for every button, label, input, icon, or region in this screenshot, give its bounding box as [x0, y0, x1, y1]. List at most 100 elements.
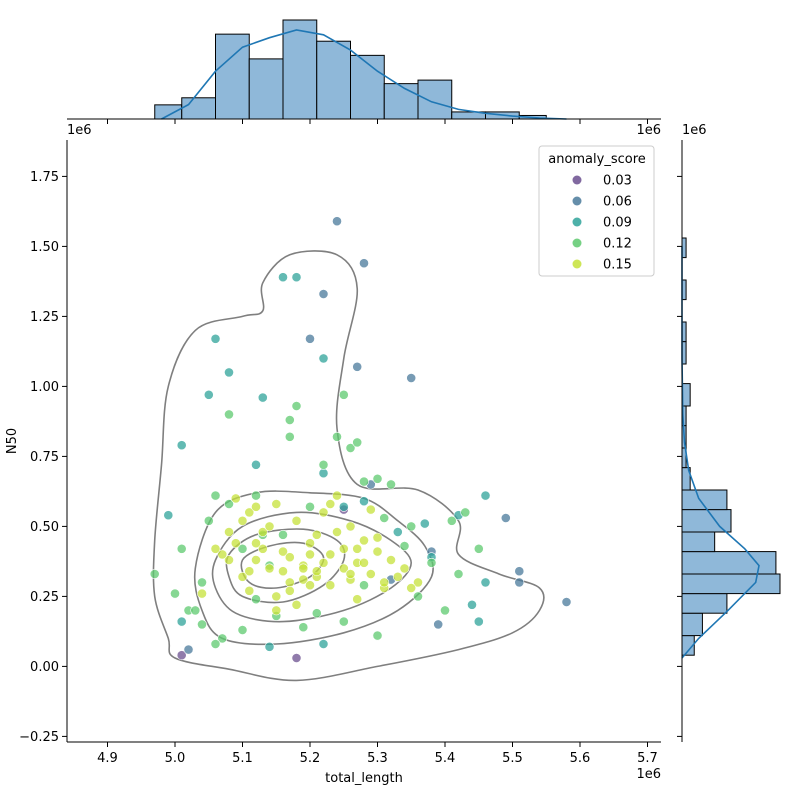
legend: anomaly_score 0.03 0.06 0.09 0.12 0.15 [538, 145, 655, 277]
legend-label: 0.12 [603, 237, 632, 252]
scatter-point [359, 496, 369, 507]
y-tick-label: 1.50 [30, 240, 59, 255]
y-axis-label: N50 [5, 428, 20, 454]
kde-contour-line [225, 528, 346, 604]
scatter-point [183, 644, 194, 655]
scatter-point [176, 650, 187, 661]
scatter-point [325, 580, 336, 591]
scatter-point [237, 515, 248, 526]
right-hist-bar [681, 612, 703, 637]
scatter-point [338, 563, 349, 574]
scatter-point [278, 272, 288, 283]
scatter-point [305, 501, 315, 512]
scatter-point [379, 577, 390, 588]
scatter-point [203, 515, 214, 526]
scatter-point [305, 333, 315, 344]
scatter-point [514, 577, 525, 588]
x-tick-label: 5.1 [232, 751, 253, 766]
scatter-point [224, 555, 234, 565]
scatter-point [284, 585, 295, 596]
scatter-point [473, 543, 484, 554]
right-hist-bar [681, 593, 728, 614]
scatter-point [318, 639, 329, 649]
scatter-point [399, 541, 410, 551]
scatter-point [311, 608, 322, 619]
scatter-point [480, 490, 491, 501]
scatter-point [271, 605, 282, 616]
scatter-point [197, 588, 207, 599]
x-tick-label: 5.2 [300, 751, 321, 766]
scatter-point [284, 415, 295, 425]
scatter-point [217, 549, 228, 560]
scatter-point [561, 597, 572, 607]
scatter-point [278, 566, 288, 577]
scatter-point [291, 653, 302, 663]
scatter-point [291, 515, 302, 526]
top-marginal-ticks [107, 119, 648, 124]
right-hist-bar [681, 531, 716, 553]
scatter-point [217, 633, 228, 644]
x-tick-label: 5.7 [637, 751, 658, 766]
scatter-point [345, 443, 356, 453]
scatter-point [352, 361, 363, 372]
scatter-point [237, 625, 248, 635]
scatter-point [365, 504, 376, 515]
legend-label: 0.03 [603, 174, 632, 189]
scatter-point [318, 557, 329, 568]
legend-swatch [572, 217, 582, 227]
scatter-point [467, 599, 477, 610]
scatter-point [372, 546, 383, 557]
scatter-point [359, 476, 369, 487]
legend-frame [538, 145, 655, 277]
scatter-point [298, 622, 309, 633]
scatter-point [325, 549, 336, 560]
scatter-point [251, 555, 261, 565]
scatter-point [345, 569, 356, 579]
scatter-point [305, 538, 315, 549]
x-tick-label: 5.0 [165, 751, 186, 766]
scatter-point [237, 543, 248, 554]
scatter-point [440, 605, 450, 616]
legend-label: 0.09 [603, 216, 632, 231]
scatter-point [433, 619, 444, 630]
scatter-point [284, 431, 295, 442]
scatter-point [210, 333, 221, 344]
scatter-point [291, 599, 302, 610]
scatter-point [372, 630, 383, 641]
x-axis-label: total_length [325, 771, 403, 786]
right-hist-bar [681, 551, 777, 575]
scatter-point [359, 258, 369, 269]
scatter-point [197, 619, 207, 630]
scatter-point [230, 493, 241, 504]
scatter-point [419, 518, 430, 529]
y-tick-label: 1.25 [30, 310, 59, 325]
scatter-point [386, 479, 396, 490]
scatter-point [224, 367, 234, 378]
top-marginal-offset-label-right: 1e6 [636, 123, 661, 138]
x-axis-ticks: 4.9 5.0 5.1 5.2 5.3 5.4 5.5 5.6 5.7 [97, 742, 658, 766]
scatter-point [251, 594, 261, 605]
scatter-point [203, 389, 214, 400]
right-marginal-kde-line [681, 246, 760, 659]
y-tick-label: 0.75 [30, 450, 59, 465]
legend-title: anomaly_score [548, 152, 646, 167]
scatter-point [406, 583, 417, 593]
scatter-point [311, 529, 322, 540]
right-hist-bar [681, 573, 781, 595]
scatter-point [352, 437, 363, 448]
scatter-point [453, 569, 464, 579]
scatter-point [244, 566, 255, 577]
scatter-point [163, 510, 174, 521]
scatter-point [392, 527, 403, 537]
legend-swatch [572, 175, 582, 185]
scatter-point [284, 577, 295, 588]
top-hist-bar [383, 83, 419, 120]
top-hist-bar [154, 104, 183, 120]
scatter-point [473, 616, 484, 627]
x-tick-label: 4.9 [97, 751, 118, 766]
top-hist-bar [417, 79, 453, 120]
scatter-point [318, 507, 329, 518]
scatter-point [149, 569, 160, 579]
scatter-point [257, 543, 268, 554]
